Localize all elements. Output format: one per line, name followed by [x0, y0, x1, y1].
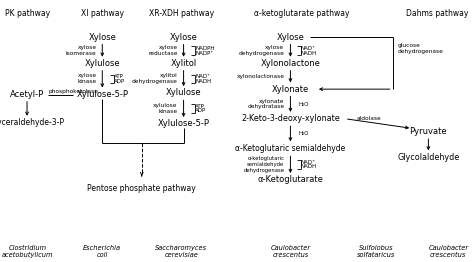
Text: xylulose
kinase: xylulose kinase [153, 103, 178, 114]
Text: xylonate
dehydratase: xylonate dehydratase [247, 99, 284, 110]
Text: XR-XDH pathway: XR-XDH pathway [149, 9, 214, 18]
Text: NADP⁺: NADP⁺ [195, 51, 213, 56]
Text: Caulobacter
crescentus: Caulobacter crescentus [428, 245, 468, 258]
Text: NAD⁺: NAD⁺ [301, 46, 316, 51]
Text: Glycolaldehyde: Glycolaldehyde [397, 153, 459, 162]
Text: Xylose: Xylose [276, 33, 304, 42]
Text: xylose
reductase: xylose reductase [148, 45, 178, 56]
Text: Xylitol: Xylitol [171, 59, 197, 68]
Text: NADPH: NADPH [195, 46, 215, 51]
Text: H₂O: H₂O [299, 102, 309, 107]
Text: Xylulose: Xylulose [84, 59, 120, 68]
Text: Dahms pathway: Dahms pathway [406, 9, 468, 18]
Text: xylonolactonase: xylonolactonase [237, 74, 284, 79]
Text: NADH: NADH [301, 51, 317, 56]
Text: NAD⁺: NAD⁺ [301, 160, 316, 165]
Text: 2-Keto-3-deoxy-xylonate: 2-Keto-3-deoxy-xylonate [241, 114, 340, 123]
Text: ADP: ADP [195, 108, 207, 113]
Text: α-Ketoglutaric semialdehyde: α-Ketoglutaric semialdehyde [235, 144, 346, 153]
Text: Xylulose-5-P: Xylulose-5-P [76, 90, 128, 99]
Text: Acetyl-P: Acetyl-P [10, 90, 44, 99]
Text: aldolase: aldolase [357, 116, 382, 121]
Text: α-ketoglutarate pathway: α-ketoglutarate pathway [254, 9, 350, 18]
Text: Pentose phosphate pathway: Pentose phosphate pathway [87, 183, 196, 193]
Text: Xylonolactone: Xylonolactone [261, 59, 320, 68]
Text: NADH: NADH [301, 165, 317, 170]
Text: Xylulose: Xylulose [166, 89, 201, 97]
Text: NADH: NADH [195, 79, 211, 84]
Text: Caulobacter
crescentus: Caulobacter crescentus [270, 245, 310, 258]
Text: ATP: ATP [114, 74, 124, 79]
Text: xylose
dehydrogenase: xylose dehydrogenase [238, 45, 284, 56]
Text: xylose
kinase: xylose kinase [78, 73, 97, 84]
Text: glucose
dehydrogenase: glucose dehydrogenase [397, 43, 443, 54]
Text: Saccharomyces
cerevisiae: Saccharomyces cerevisiae [155, 245, 207, 258]
Text: Pyruvate: Pyruvate [410, 127, 447, 136]
Text: H₂O: H₂O [299, 131, 309, 136]
Text: PK pathway: PK pathway [5, 9, 51, 18]
Text: Xylose: Xylose [88, 33, 116, 42]
Text: Glyceraldehyde-3-P: Glyceraldehyde-3-P [0, 118, 64, 127]
Text: α-Ketoglutarate: α-Ketoglutarate [257, 175, 323, 184]
Text: Escherichia
coli: Escherichia coli [83, 245, 121, 258]
Text: phosphoketolase: phosphoketolase [48, 89, 99, 95]
Text: xylose
isomerase: xylose isomerase [66, 45, 97, 56]
Text: ATP: ATP [195, 103, 205, 108]
Text: xylitol
dehydrogenase: xylitol dehydrogenase [132, 73, 178, 84]
Text: NAD⁺: NAD⁺ [195, 74, 210, 79]
Text: Clostridium
acetobutylicum: Clostridium acetobutylicum [2, 245, 54, 258]
Text: Sulfolobus
solfataricus: Sulfolobus solfataricus [357, 245, 395, 258]
Text: α-ketoglutaric
semialdehyde
dehydrogenase: α-ketoglutaric semialdehyde dehydrogenas… [243, 156, 284, 173]
Text: Xylulose-5-P: Xylulose-5-P [157, 119, 210, 128]
Text: Xylose: Xylose [170, 33, 198, 42]
Text: XI pathway: XI pathway [81, 9, 124, 18]
Text: Xylonate: Xylonate [272, 85, 309, 94]
Text: ADP: ADP [114, 79, 125, 84]
